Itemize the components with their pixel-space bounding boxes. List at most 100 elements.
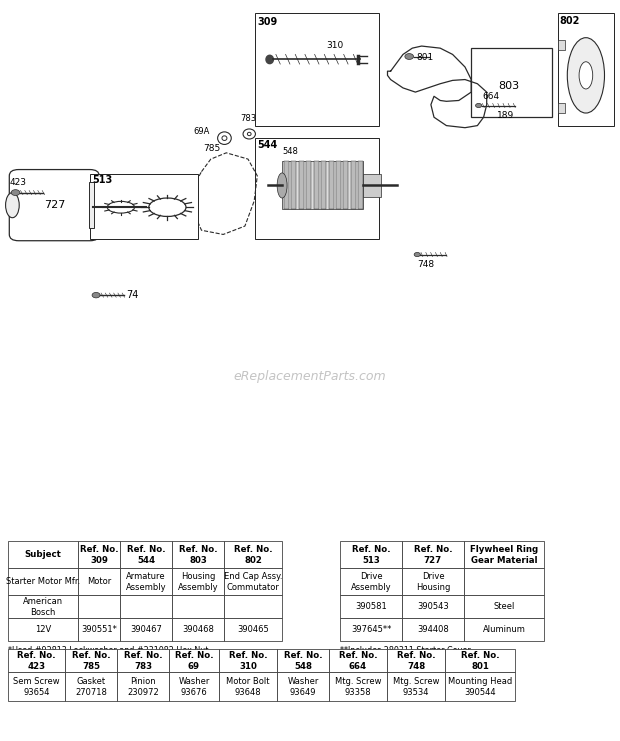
FancyBboxPatch shape [9, 170, 99, 241]
Text: 12V: 12V [35, 625, 51, 634]
Bar [255, 13, 379, 126]
Text: Ref. No.
548: Ref. No. 548 [284, 651, 322, 671]
Bar [169, 650, 219, 672]
Text: Housing
Assembly: Housing Assembly [178, 572, 218, 592]
Text: Ref. No.
783: Ref. No. 783 [123, 651, 162, 671]
Text: 309: 309 [257, 17, 278, 27]
Bar [78, 596, 120, 618]
Text: Ref. No.
664: Ref. No. 664 [339, 651, 378, 671]
Bar [336, 162, 341, 209]
Text: 785: 785 [203, 144, 221, 153]
Text: Gasket
270718: Gasket 270718 [75, 677, 107, 697]
Bar [464, 596, 544, 618]
Bar [8, 542, 78, 568]
Text: 544: 544 [257, 140, 278, 150]
Bar [284, 162, 289, 209]
Text: Mtg. Screw
93358: Mtg. Screw 93358 [335, 677, 381, 697]
Bar [363, 174, 381, 197]
Text: Flywheel Ring
Gear Material: Flywheel Ring Gear Material [470, 545, 538, 565]
Bar [314, 162, 319, 209]
Text: 783: 783 [240, 114, 256, 123]
Bar [351, 162, 356, 209]
Bar [65, 650, 117, 672]
Ellipse shape [414, 253, 420, 256]
Text: 802: 802 [560, 16, 580, 26]
Bar [89, 182, 94, 228]
Text: Aluminum: Aluminum [482, 625, 525, 634]
Bar [464, 618, 544, 641]
Bar [120, 596, 172, 618]
Bar [65, 672, 117, 702]
Text: Drive
Assembly: Drive Assembly [351, 572, 391, 592]
Ellipse shape [579, 62, 593, 89]
Text: 390467: 390467 [130, 625, 162, 634]
Bar [120, 542, 172, 568]
Text: **Includes 280311 Starter Cover.: **Includes 280311 Starter Cover. [340, 646, 472, 655]
Bar [78, 568, 120, 596]
Text: Ref. No.
309: Ref. No. 309 [80, 545, 118, 565]
Bar [78, 542, 120, 568]
Bar [224, 568, 282, 596]
Bar [224, 596, 282, 618]
Text: Pinion
230972: Pinion 230972 [127, 677, 159, 697]
Ellipse shape [92, 293, 100, 298]
Bar [558, 102, 565, 113]
Ellipse shape [405, 53, 414, 59]
Bar [340, 618, 402, 641]
Bar [464, 542, 544, 568]
Bar [471, 48, 552, 117]
Bar [224, 542, 282, 568]
Bar [282, 162, 363, 209]
Bar [402, 596, 464, 618]
Bar [402, 542, 464, 568]
Text: 548: 548 [282, 147, 298, 156]
Text: Steel: Steel [494, 602, 515, 611]
Text: Sem Screw
93654: Sem Screw 93654 [13, 677, 60, 697]
Text: 664: 664 [482, 93, 500, 102]
Text: Ref. No.
803: Ref. No. 803 [179, 545, 218, 565]
Bar [8, 568, 78, 596]
Bar [445, 650, 515, 672]
Bar [219, 672, 277, 702]
Bar [402, 618, 464, 641]
Bar [306, 162, 311, 209]
Text: 390465: 390465 [237, 625, 269, 634]
Bar [299, 162, 304, 209]
Text: 801: 801 [417, 53, 434, 62]
Bar [78, 618, 120, 641]
Bar [117, 650, 169, 672]
Bar [172, 596, 224, 618]
Text: 390581: 390581 [355, 602, 387, 611]
Ellipse shape [6, 193, 19, 218]
Bar [117, 672, 169, 702]
Bar [321, 162, 326, 209]
Text: 397645**: 397645** [351, 625, 391, 634]
Text: Motor Bolt
93648: Motor Bolt 93648 [226, 677, 270, 697]
Bar [8, 596, 78, 618]
Bar [464, 568, 544, 596]
Bar [277, 650, 329, 672]
Bar [90, 173, 198, 239]
Text: Drive
Housing: Drive Housing [416, 572, 450, 592]
Text: Armature
Assembly: Armature Assembly [126, 572, 166, 592]
Text: 803: 803 [498, 81, 519, 91]
Text: 727: 727 [44, 200, 65, 210]
Text: Ref. No.
69: Ref. No. 69 [175, 651, 213, 671]
Text: 310: 310 [326, 41, 343, 50]
Bar [291, 162, 296, 209]
Text: Motor: Motor [87, 577, 111, 586]
Text: 423: 423 [9, 178, 26, 187]
Text: Ref. No.
785: Ref. No. 785 [72, 651, 110, 671]
Ellipse shape [11, 190, 20, 196]
Text: Ref. No.
310: Ref. No. 310 [229, 651, 267, 671]
Bar [172, 618, 224, 641]
Text: 69A: 69A [193, 127, 210, 136]
Text: 394408: 394408 [417, 625, 449, 634]
Text: Starter Motor Mfr.: Starter Motor Mfr. [6, 577, 80, 586]
Text: Ref. No.
802: Ref. No. 802 [234, 545, 272, 565]
Text: Ref. No.
513: Ref. No. 513 [352, 545, 391, 565]
Text: Mounting Head
390544: Mounting Head 390544 [448, 677, 512, 697]
Text: 189: 189 [497, 111, 515, 120]
Text: Ref. No.
801: Ref. No. 801 [461, 651, 499, 671]
Text: Mtg. Screw
93534: Mtg. Screw 93534 [392, 677, 439, 697]
